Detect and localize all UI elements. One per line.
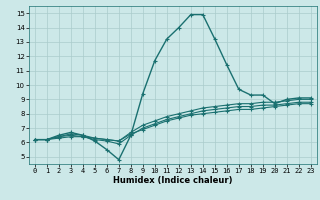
X-axis label: Humidex (Indice chaleur): Humidex (Indice chaleur) [113, 176, 233, 185]
